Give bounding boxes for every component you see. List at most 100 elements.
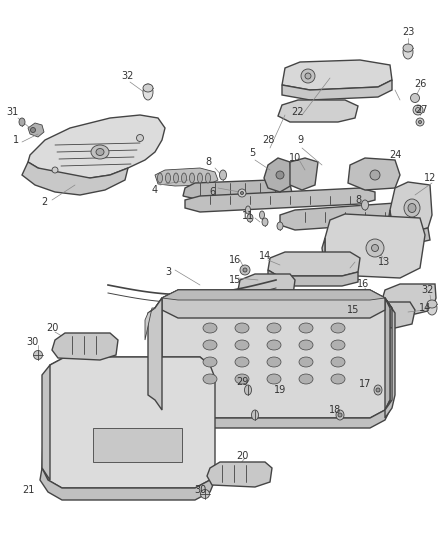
Ellipse shape xyxy=(240,191,244,195)
Polygon shape xyxy=(278,100,358,122)
Ellipse shape xyxy=(376,388,380,392)
Text: 28: 28 xyxy=(262,135,274,145)
Ellipse shape xyxy=(235,357,249,367)
Polygon shape xyxy=(183,180,292,200)
Text: 3: 3 xyxy=(165,267,171,277)
Ellipse shape xyxy=(251,410,258,420)
Ellipse shape xyxy=(203,357,217,367)
Text: 14: 14 xyxy=(419,303,431,313)
Text: 16: 16 xyxy=(357,279,369,289)
Text: 8: 8 xyxy=(205,157,211,167)
Polygon shape xyxy=(28,115,165,178)
Ellipse shape xyxy=(331,357,345,367)
Ellipse shape xyxy=(198,173,202,183)
Polygon shape xyxy=(282,60,392,90)
Polygon shape xyxy=(162,290,385,318)
Polygon shape xyxy=(388,210,430,244)
Ellipse shape xyxy=(403,44,413,52)
Ellipse shape xyxy=(267,323,281,333)
Text: 14: 14 xyxy=(259,251,271,261)
Text: 8: 8 xyxy=(355,195,361,205)
Ellipse shape xyxy=(203,374,217,384)
Polygon shape xyxy=(185,188,375,212)
Polygon shape xyxy=(264,158,292,192)
Text: 22: 22 xyxy=(292,107,304,117)
Polygon shape xyxy=(50,357,210,386)
Polygon shape xyxy=(148,298,162,410)
Ellipse shape xyxy=(366,296,370,300)
Polygon shape xyxy=(290,158,318,190)
Ellipse shape xyxy=(259,211,265,219)
Text: 16: 16 xyxy=(229,255,241,265)
Ellipse shape xyxy=(331,323,345,333)
Text: 15: 15 xyxy=(347,305,359,315)
Polygon shape xyxy=(28,123,44,137)
Polygon shape xyxy=(22,162,128,195)
Ellipse shape xyxy=(19,118,25,126)
Text: 20: 20 xyxy=(236,451,248,461)
Ellipse shape xyxy=(238,189,246,197)
Text: 17: 17 xyxy=(359,379,371,389)
Text: 21: 21 xyxy=(22,485,34,495)
Ellipse shape xyxy=(366,239,384,257)
Polygon shape xyxy=(155,400,390,428)
Text: 4: 4 xyxy=(152,185,158,195)
Ellipse shape xyxy=(404,199,420,217)
Ellipse shape xyxy=(201,489,209,498)
Polygon shape xyxy=(145,308,155,340)
Text: 30: 30 xyxy=(194,485,206,495)
Ellipse shape xyxy=(413,105,423,115)
Text: 31: 31 xyxy=(6,107,18,117)
Ellipse shape xyxy=(331,340,345,350)
Ellipse shape xyxy=(96,149,104,156)
Text: 32: 32 xyxy=(122,71,134,81)
Ellipse shape xyxy=(299,357,313,367)
Ellipse shape xyxy=(418,120,421,124)
Text: 15: 15 xyxy=(229,275,241,285)
Ellipse shape xyxy=(143,84,153,100)
Ellipse shape xyxy=(219,170,226,180)
Ellipse shape xyxy=(190,173,194,183)
Text: 12: 12 xyxy=(424,173,436,183)
Ellipse shape xyxy=(403,45,413,59)
Ellipse shape xyxy=(301,69,315,83)
Ellipse shape xyxy=(52,167,58,173)
Polygon shape xyxy=(385,298,395,418)
Text: 11: 11 xyxy=(242,211,254,221)
Ellipse shape xyxy=(370,170,380,180)
Ellipse shape xyxy=(363,293,373,303)
Ellipse shape xyxy=(427,301,437,315)
Ellipse shape xyxy=(410,93,420,102)
Polygon shape xyxy=(155,298,162,410)
Polygon shape xyxy=(42,365,50,480)
Polygon shape xyxy=(348,158,400,190)
Text: 18: 18 xyxy=(329,405,341,415)
Ellipse shape xyxy=(244,385,251,395)
Ellipse shape xyxy=(305,73,311,79)
Ellipse shape xyxy=(262,218,268,226)
Ellipse shape xyxy=(361,200,368,210)
Ellipse shape xyxy=(205,173,211,183)
Ellipse shape xyxy=(331,374,345,384)
Ellipse shape xyxy=(173,173,179,183)
Polygon shape xyxy=(155,290,390,418)
Polygon shape xyxy=(282,80,392,100)
Polygon shape xyxy=(280,202,420,230)
Text: 1: 1 xyxy=(13,135,19,145)
Polygon shape xyxy=(42,357,215,488)
Text: 5: 5 xyxy=(249,148,255,158)
Ellipse shape xyxy=(235,374,249,384)
Text: 26: 26 xyxy=(414,79,426,89)
Ellipse shape xyxy=(277,222,283,230)
Text: 23: 23 xyxy=(402,27,414,37)
Text: 19: 19 xyxy=(274,385,286,395)
Ellipse shape xyxy=(374,385,382,395)
Ellipse shape xyxy=(137,134,144,141)
Ellipse shape xyxy=(276,171,284,179)
Ellipse shape xyxy=(338,413,342,417)
Text: 9: 9 xyxy=(297,135,303,145)
FancyBboxPatch shape xyxy=(93,428,182,462)
Text: 27: 27 xyxy=(416,105,428,115)
Ellipse shape xyxy=(246,206,251,214)
Ellipse shape xyxy=(336,410,344,420)
